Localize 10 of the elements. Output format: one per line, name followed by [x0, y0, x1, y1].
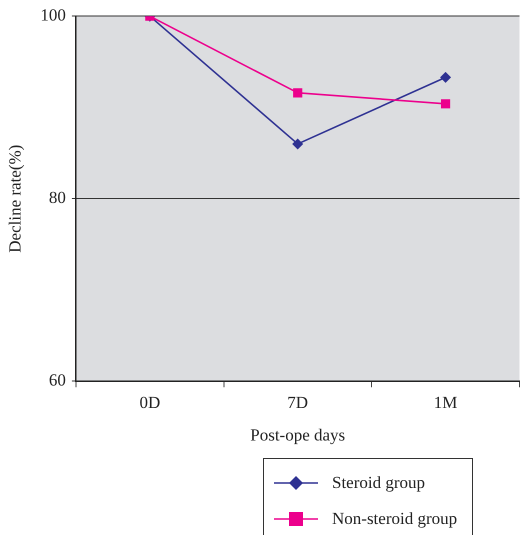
legend-label: Steroid group: [332, 473, 426, 493]
x-axis-title: Post-ope days: [250, 425, 346, 444]
x-tick-label: 7D: [287, 392, 308, 412]
y-tick-label: 100: [40, 6, 66, 25]
y-tick-label: 60: [48, 370, 66, 390]
y-tick-label: 80: [48, 188, 66, 208]
x-tick-label: 0D: [139, 392, 160, 412]
x-tick-label: 1M: [434, 392, 458, 412]
legend-label: Non-steroid group: [332, 509, 458, 529]
y-axis-title: Decline rate(%): [6, 144, 25, 253]
